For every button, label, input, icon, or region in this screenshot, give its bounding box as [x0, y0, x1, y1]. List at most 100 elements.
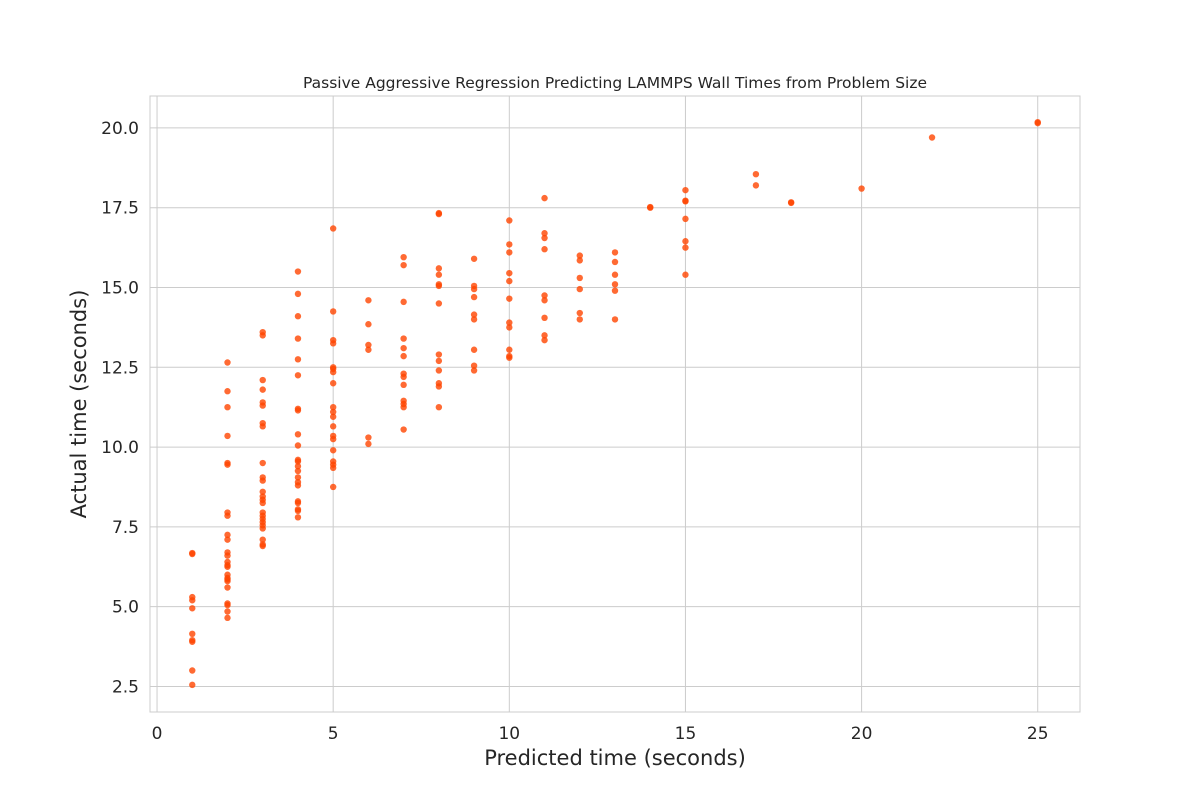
data-point — [506, 249, 513, 256]
data-point — [470, 282, 478, 290]
data-point — [435, 367, 443, 374]
y-axis-ticks: 2.5 5.0 7.5 10.0 12.5 15.0 17.5 20.0 — [101, 119, 139, 698]
data-point — [329, 423, 337, 430]
data-point — [576, 252, 583, 259]
data-point — [611, 258, 619, 266]
data-point — [224, 600, 231, 607]
data-point — [329, 336, 337, 344]
data-point — [189, 630, 196, 638]
data-point — [682, 186, 689, 194]
data-point — [611, 249, 619, 256]
data-point — [576, 257, 583, 264]
data-point — [224, 432, 231, 440]
data-point — [329, 380, 337, 387]
data-point — [506, 269, 513, 277]
data-point — [541, 230, 548, 237]
data-point — [400, 253, 407, 261]
chart-title: Passive Aggressive Regression Predicting… — [303, 74, 927, 92]
x-axis-ticks: 0 5 10 15 20 25 — [152, 724, 1049, 744]
y-tick-label: 20.0 — [101, 119, 139, 139]
y-tick-label: 7.5 — [112, 518, 139, 538]
data-point — [224, 536, 231, 543]
data-point — [435, 403, 443, 411]
data-point — [294, 335, 302, 342]
y-tick-label: 12.5 — [101, 358, 139, 378]
x-tick-label: 0 — [152, 724, 163, 744]
data-point — [400, 397, 407, 405]
data-point — [329, 413, 337, 420]
x-tick-label: 15 — [675, 724, 697, 744]
data-point — [224, 584, 231, 591]
data-point — [294, 290, 302, 298]
data-points — [189, 118, 1041, 689]
data-point — [259, 376, 266, 384]
x-tick-label: 10 — [498, 724, 520, 744]
data-point — [682, 215, 689, 223]
data-point — [294, 463, 302, 470]
data-point — [259, 328, 266, 336]
data-point — [506, 352, 513, 360]
data-point — [259, 541, 266, 548]
data-point — [647, 203, 654, 211]
data-point — [189, 605, 196, 612]
data-point — [541, 246, 548, 253]
data-point — [470, 316, 478, 323]
data-point — [541, 297, 548, 304]
data-point — [400, 426, 407, 433]
data-point — [294, 431, 302, 438]
y-tick-label: 15.0 — [101, 279, 139, 299]
data-point — [224, 531, 231, 539]
data-point — [400, 352, 407, 360]
data-point — [470, 311, 478, 318]
data-point — [329, 225, 337, 232]
data-point — [294, 498, 302, 505]
data-point — [294, 313, 302, 320]
data-point — [541, 194, 548, 202]
data-point — [1034, 118, 1041, 126]
data-point — [294, 442, 302, 449]
data-point — [329, 308, 337, 315]
data-point — [259, 399, 266, 406]
data-point — [224, 403, 231, 411]
data-point — [541, 332, 548, 339]
data-point — [470, 367, 478, 374]
data-point — [611, 316, 619, 323]
data-point — [682, 197, 689, 204]
data-point — [541, 336, 548, 344]
data-point — [189, 667, 196, 674]
data-point — [682, 244, 689, 251]
data-point — [787, 199, 795, 206]
y-tick-label: 17.5 — [101, 199, 139, 219]
data-point — [435, 357, 443, 365]
data-point — [294, 474, 302, 481]
data-point — [365, 434, 372, 441]
data-point — [294, 268, 302, 275]
data-point — [329, 458, 337, 465]
data-point — [400, 298, 407, 306]
data-point — [506, 346, 513, 353]
data-point — [576, 309, 583, 317]
x-tick-label: 5 — [328, 724, 339, 744]
data-point — [189, 636, 196, 644]
data-point — [224, 459, 231, 467]
data-point — [259, 386, 266, 393]
x-tick-label: 25 — [1027, 724, 1049, 744]
data-point — [928, 134, 936, 141]
data-point — [470, 362, 478, 369]
data-point — [329, 432, 337, 440]
data-point — [611, 287, 619, 294]
x-tick-label: 20 — [851, 724, 873, 744]
data-point — [576, 316, 583, 323]
data-point — [400, 344, 407, 352]
data-point — [224, 549, 231, 556]
data-point — [365, 440, 372, 448]
data-point — [435, 271, 443, 278]
data-point — [259, 419, 266, 427]
data-point — [365, 297, 372, 304]
data-point — [224, 608, 231, 615]
y-axis-label: Actual time (seconds) — [67, 290, 91, 519]
data-point — [435, 281, 443, 288]
data-point — [682, 271, 689, 278]
